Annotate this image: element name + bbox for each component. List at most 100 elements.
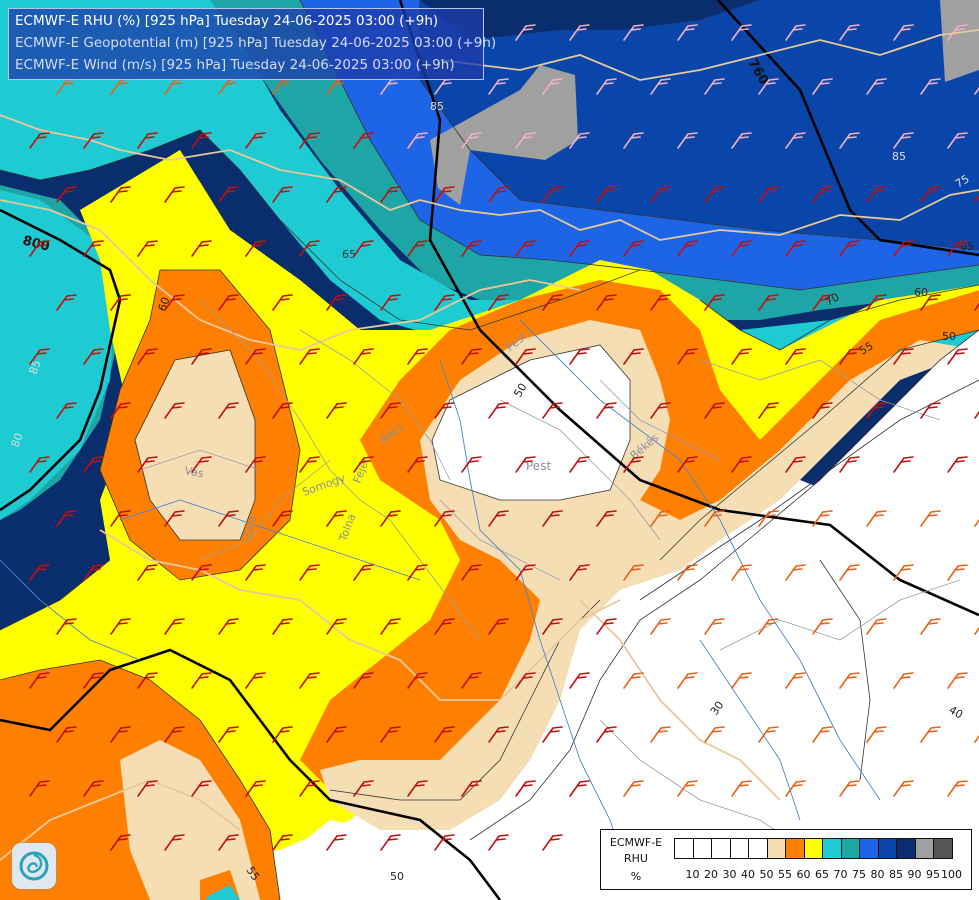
wind-barb [407,240,428,257]
wind-barb [785,780,806,797]
wind-barb [839,24,860,41]
wind-barb [56,402,77,419]
wind-barb [596,510,617,527]
wind-barb [434,186,455,203]
wind-barb [785,456,806,473]
rhu-label: 55 [857,339,876,357]
wind-barb [191,240,212,257]
wind-barb [137,132,158,149]
wind-barb [245,456,266,473]
wind-barb [164,186,185,203]
ecmwf-swirl-icon [19,851,49,881]
wind-barb [974,195,979,203]
legend-tick-label: 40 [741,868,755,881]
rhu-label: 50 [390,870,404,883]
wind-barb [596,618,617,635]
wind-barb [272,186,293,203]
wind-barb [245,240,266,257]
wind-barb [596,402,617,419]
wind-barb [947,348,968,365]
wind-barb [569,564,590,581]
wind-barb [56,510,77,527]
wind-barb [164,726,185,743]
wind-barb [704,726,725,743]
wind-barb [272,834,293,851]
wind-barb [542,402,563,419]
wind-barb [83,564,104,581]
wind-barb [920,78,941,95]
wind-barb [542,186,563,203]
wind-barb [677,456,698,473]
rhu-label: 50 [942,330,956,343]
wind-barb [731,456,752,473]
wind-barb [164,834,185,851]
wind-barb [731,24,752,41]
legend-swatch [896,838,916,859]
wind-barb [218,402,239,419]
legend-tick-label: 30 [722,868,737,881]
wind-barb [947,240,968,257]
wind-barb [56,618,77,635]
wind-barb [704,186,725,203]
wind-barb [731,132,752,149]
wind-barb [488,834,509,851]
wind-barb [785,24,806,41]
wind-barb [434,618,455,635]
wind-barb [191,780,212,797]
wind-barb [137,564,158,581]
wind-barb [461,348,482,365]
wind-barb [245,564,266,581]
wind-barb [758,402,779,419]
wind-barb [839,456,860,473]
wind-barb [866,402,887,419]
ecmwf-logo [12,843,56,889]
wind-barb [812,726,833,743]
wind-barb [866,78,887,95]
rhu-band-70-bottom [205,885,240,900]
legend-tick-label: 70 [833,868,848,881]
wind-barb [677,348,698,365]
wind-barb [29,348,50,365]
wind-barb [407,132,428,149]
wind-barb [515,780,536,797]
wind-barb [785,672,806,689]
wind-barb [974,735,979,743]
geopotential-contour-760 [717,0,979,257]
rhu-band-95-a [430,65,578,205]
wind-barb [893,780,914,797]
wind-barb [974,627,979,635]
wind-barb [893,240,914,257]
wind-barb [866,618,887,635]
wind-barb [29,240,50,257]
wind-barb [137,780,158,797]
wind-barb [110,510,131,527]
wind-barb [110,186,131,203]
wind-barb [704,618,725,635]
wind-barb [677,672,698,689]
wind-barb [380,726,401,743]
wind-barbs [29,24,979,851]
wind-barb [839,564,860,581]
wind-barb [83,132,104,149]
wind-barb [353,456,374,473]
rhu-label: 80 [9,431,26,449]
wind-barb [893,564,914,581]
wind-barb [299,672,320,689]
rhu-label: 65 [342,248,356,261]
wind-barb [650,402,671,419]
wind-barb [29,132,50,149]
wind-barb [434,402,455,419]
wind-barb [326,294,347,311]
wind-barb [974,411,979,419]
rhu-band-95-b [940,0,979,82]
wind-barb [623,564,644,581]
rhu-band-50-south [280,820,470,900]
wind-barb [299,132,320,149]
wind-barb [326,618,347,635]
wind-barb [596,726,617,743]
wind-barb [542,78,563,95]
wind-barb [785,348,806,365]
wind-barb [650,618,671,635]
wind-barb [245,672,266,689]
